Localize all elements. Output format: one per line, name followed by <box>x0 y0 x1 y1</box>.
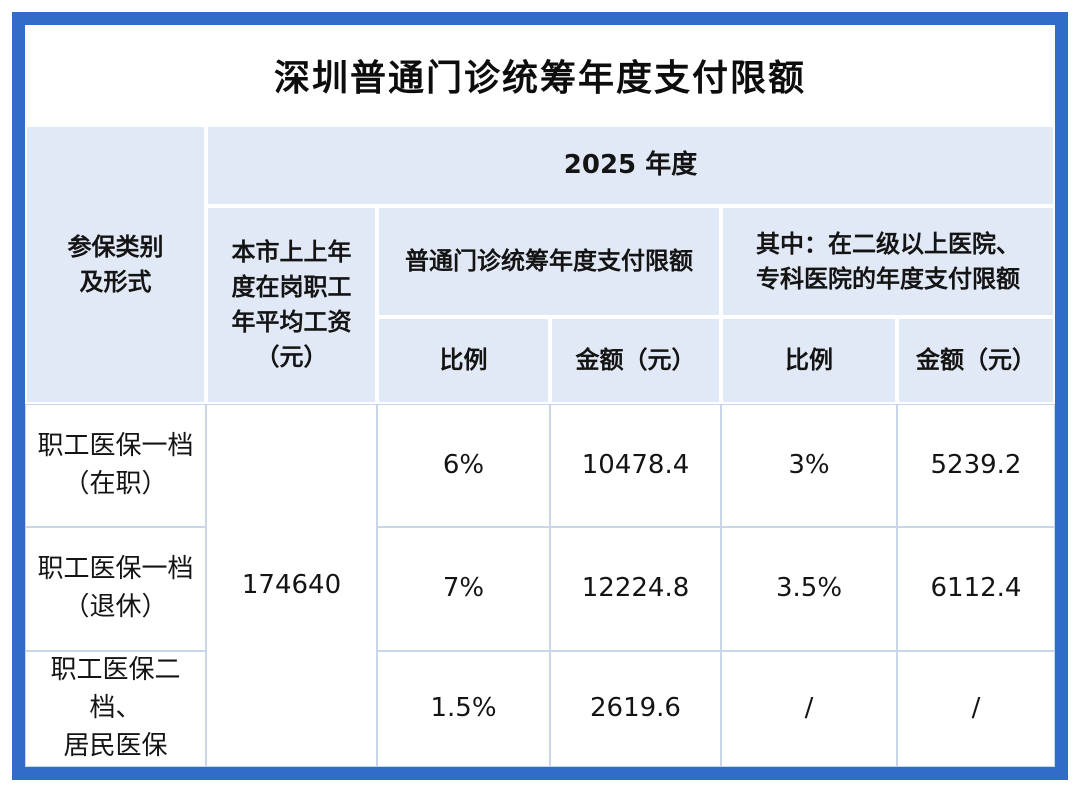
row3-ratio: 1.5% <box>377 651 550 767</box>
avg-wage-value: 174640 <box>206 404 377 767</box>
row3-hosp-ratio: / <box>721 651 897 767</box>
row3-category: 职工医保二档、 居民医保 <box>25 651 206 767</box>
header-amount-hospital: 金额（元） <box>897 317 1055 404</box>
row3-hosp-amount: / <box>897 651 1055 767</box>
header-group-hospital: 其中：在二级以上医院、 专科医院的年度支付限额 <box>721 206 1055 317</box>
header-year: 2025 年度 <box>206 125 1055 206</box>
row1-amount: 10478.4 <box>550 404 721 527</box>
header-ratio-hospital: 比例 <box>721 317 897 404</box>
row1-hosp-ratio: 3% <box>721 404 897 527</box>
row2-hosp-amount: 6112.4 <box>897 527 1055 651</box>
row2-amount: 12224.8 <box>550 527 721 651</box>
header-amount-general: 金额（元） <box>550 317 721 404</box>
blue-frame: 深圳普通门诊统筹年度支付限额 参保类别 及形式 2025 年度 本市上上年 度在… <box>12 12 1068 780</box>
header-group-general: 普通门诊统筹年度支付限额 <box>377 206 721 317</box>
header-ratio-general: 比例 <box>377 317 550 404</box>
row2-category: 职工医保一档 （退休） <box>25 527 206 651</box>
header-avg-wage: 本市上上年 度在岗职工 年平均工资 （元） <box>206 206 377 404</box>
title-row: 深圳普通门诊统筹年度支付限额 <box>25 25 1055 125</box>
row1-ratio: 6% <box>377 404 550 527</box>
row3-amount: 2619.6 <box>550 651 721 767</box>
row2-ratio: 7% <box>377 527 550 651</box>
payment-limit-table: 参保类别 及形式 2025 年度 本市上上年 度在岗职工 年平均工资 （元） 普… <box>25 125 1055 767</box>
row1-hosp-amount: 5239.2 <box>897 404 1055 527</box>
header-category: 参保类别 及形式 <box>25 125 206 404</box>
page-title: 深圳普通门诊统筹年度支付限额 <box>273 58 806 99</box>
row2-hosp-ratio: 3.5% <box>721 527 897 651</box>
row1-category: 职工医保一档 （在职） <box>25 404 206 527</box>
